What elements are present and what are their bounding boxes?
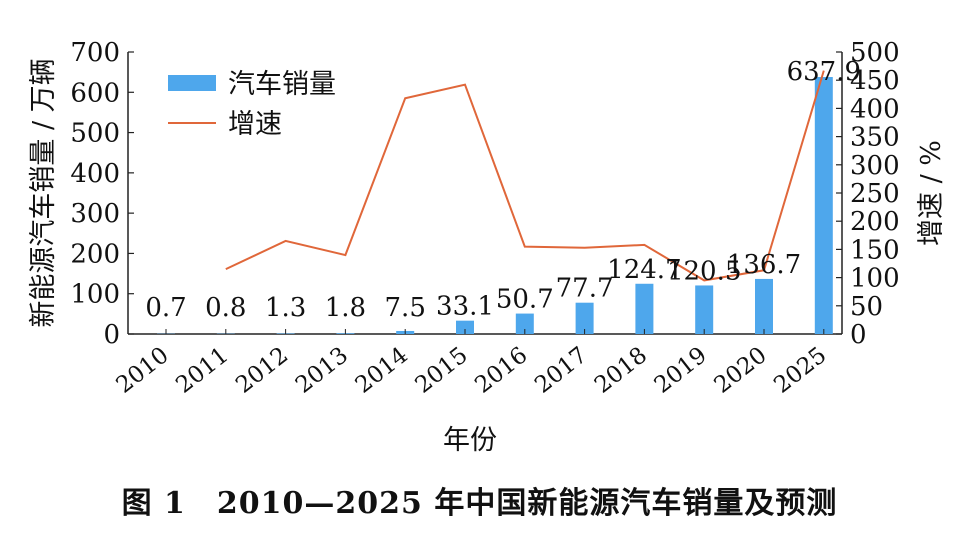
legend-bar-swatch — [168, 75, 216, 91]
figure-caption: 图 1 2010—2025 年中国新能源汽车销量及预测 — [121, 486, 838, 521]
right-tick-label: 150 — [850, 235, 900, 265]
left-tick-label: 400 — [70, 159, 120, 189]
right-tick-label: 250 — [850, 179, 900, 209]
right-axis-title: 增速 / % — [916, 140, 947, 246]
bar — [515, 313, 534, 334]
right-tick-label: 0 — [850, 320, 867, 350]
left-tick-label: 600 — [70, 78, 120, 108]
legend-line-label: 增速 — [228, 109, 282, 140]
bar-data-label: 50.7 — [496, 285, 554, 315]
right-tick-label: 500 — [850, 38, 900, 68]
x-axis-title: 年份 — [443, 425, 497, 456]
right-tick-label: 50 — [850, 292, 883, 322]
x-tick-label: 2017 — [530, 342, 592, 399]
right-tick-label: 300 — [850, 151, 900, 181]
bar-data-label: 77.7 — [556, 274, 614, 304]
right-tick-label: 350 — [850, 123, 900, 153]
x-tick-label: 2012 — [231, 342, 293, 399]
x-tick-label: 2016 — [470, 342, 532, 399]
bar-data-label: 1.8 — [325, 293, 366, 323]
left-tick-label: 500 — [70, 119, 120, 149]
bar — [814, 77, 833, 334]
x-tick-label: 2020 — [710, 342, 772, 399]
left-tick-label: 200 — [70, 239, 120, 269]
x-tick-label: 2019 — [650, 342, 712, 399]
bar — [575, 302, 594, 334]
bar-data-label: 1.3 — [265, 293, 306, 323]
left-tick-label: 0 — [103, 320, 120, 350]
left-tick-label: 700 — [70, 38, 120, 68]
right-tick-label: 200 — [850, 207, 900, 237]
bar-data-label: 7.5 — [385, 293, 426, 323]
growth-line — [225, 70, 825, 282]
bar — [755, 278, 773, 334]
bar — [635, 283, 654, 334]
bar-data-label: 120.5 — [667, 256, 741, 286]
right-tick-label: 400 — [850, 94, 900, 124]
left-tick-label: 100 — [70, 280, 120, 310]
chart: 0100200300400500600700050100150200250300… — [28, 38, 947, 456]
bar-data-label: 0.8 — [205, 293, 246, 323]
x-tick-label: 2018 — [590, 342, 652, 399]
x-tick-label: 2013 — [291, 342, 353, 399]
x-tick-label: 2025 — [769, 342, 831, 399]
bar-data-label: 33.1 — [436, 292, 494, 322]
bar-data-label: 0.7 — [145, 293, 186, 323]
bar-data-label: 637.9 — [787, 57, 861, 87]
x-tick-label: 2015 — [411, 342, 473, 399]
bar-data-label: 136.7 — [727, 250, 801, 280]
left-tick-label: 300 — [70, 199, 120, 229]
bar-data-label: 124.7 — [607, 255, 681, 285]
bar — [456, 320, 474, 334]
right-tick-label: 100 — [850, 264, 900, 294]
right-tick-label: 450 — [850, 66, 900, 96]
legend-bar-label: 汽车销量 — [228, 69, 336, 100]
x-tick-label: 2011 — [171, 342, 233, 399]
x-tick-label: 2014 — [351, 342, 413, 399]
bar — [695, 285, 714, 334]
x-tick-label: 2010 — [112, 342, 174, 399]
left-axis-title: 新能源汽车销量 / 万辆 — [28, 58, 59, 327]
